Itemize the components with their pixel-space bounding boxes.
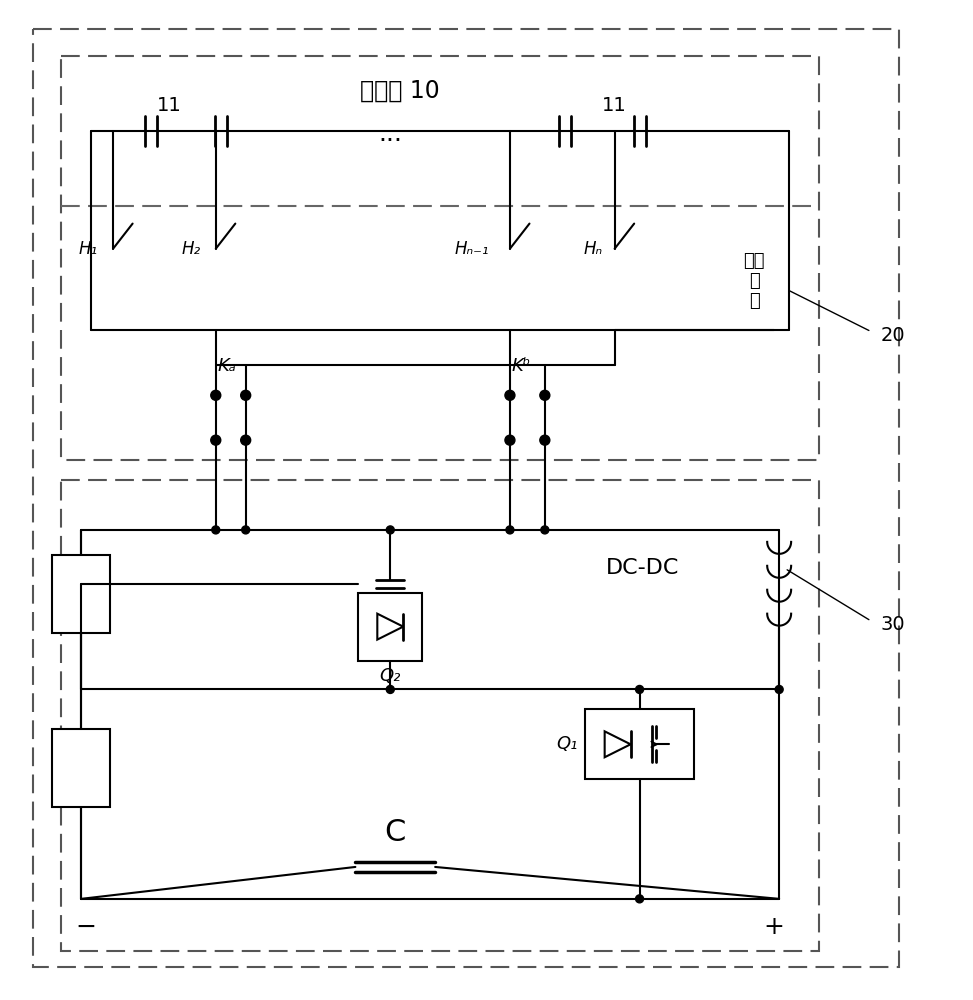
Text: Q₁: Q₁: [557, 735, 577, 753]
Circle shape: [506, 526, 514, 534]
Text: 11: 11: [157, 96, 181, 115]
Circle shape: [635, 895, 643, 903]
Text: 开关: 开关: [743, 252, 765, 270]
Circle shape: [635, 685, 643, 693]
Circle shape: [212, 526, 220, 534]
Text: Hₙ₋₁: Hₙ₋₁: [454, 240, 489, 258]
Circle shape: [541, 526, 549, 534]
Bar: [53, 729, 110, 807]
Bar: [61, 480, 819, 951]
Circle shape: [540, 390, 550, 400]
Circle shape: [505, 390, 515, 400]
Text: 30: 30: [881, 615, 906, 634]
Bar: [33, 29, 899, 967]
Circle shape: [211, 435, 221, 445]
Circle shape: [241, 526, 250, 534]
Bar: [358, 593, 422, 661]
Text: ...: ...: [378, 122, 402, 146]
Text: +: +: [764, 915, 784, 939]
Text: DC-DC: DC-DC: [606, 558, 679, 578]
Circle shape: [240, 390, 251, 400]
Text: 列: 列: [749, 292, 760, 310]
Text: Hₙ: Hₙ: [583, 240, 602, 258]
Text: H₁: H₁: [79, 240, 97, 258]
Circle shape: [386, 685, 394, 693]
Text: 20: 20: [881, 326, 906, 345]
Circle shape: [386, 526, 394, 534]
Text: Kᵇ: Kᵇ: [512, 357, 531, 375]
Bar: [61, 56, 819, 460]
Text: −: −: [76, 915, 96, 939]
Circle shape: [775, 685, 783, 693]
Bar: [585, 709, 695, 779]
Text: 电池组 10: 电池组 10: [360, 79, 440, 103]
Circle shape: [211, 390, 221, 400]
Text: 11: 11: [602, 96, 627, 115]
Circle shape: [240, 435, 251, 445]
Text: Kₐ: Kₐ: [218, 357, 236, 375]
Text: C: C: [384, 818, 406, 847]
Text: Q₂: Q₂: [379, 667, 401, 685]
Text: 阵: 阵: [749, 272, 760, 290]
Circle shape: [505, 435, 515, 445]
Circle shape: [540, 435, 550, 445]
Bar: [53, 555, 110, 633]
Text: H₂: H₂: [181, 240, 200, 258]
